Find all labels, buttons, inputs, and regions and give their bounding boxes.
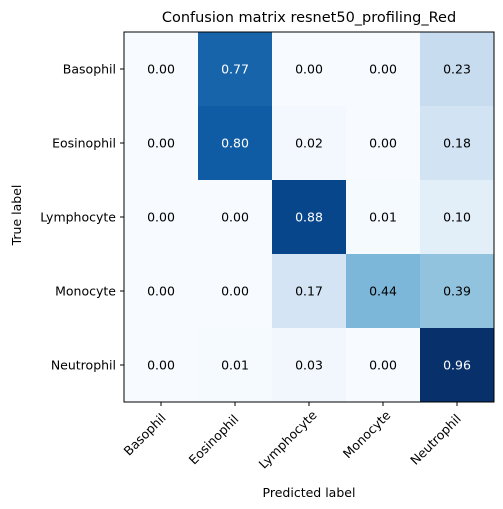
y-tick-label: Neutrophil (51, 358, 116, 373)
cell-value-label-3-4: 0.39 (443, 284, 471, 299)
cell-value-label-1-3: 0.00 (369, 136, 397, 151)
x-tick-label: Neutrophil (407, 411, 464, 468)
y-axis-ticks: Basophil Eosinophil Lymphocyte Monocyte Neut… (40, 62, 124, 373)
cell-value-label-2-0: 0.00 (147, 210, 175, 225)
cell-value-label-0-2: 0.00 (295, 62, 323, 77)
cell-value-label-4-2: 0.03 (295, 358, 323, 373)
x-tick-label: Lymphocyte (255, 407, 319, 471)
x-tick-label: Basophil (121, 410, 169, 458)
cell-value-label-4-3: 0.00 (369, 358, 397, 373)
cell-value-label-0-3: 0.00 (369, 62, 397, 77)
cell-value-label-3-0: 0.00 (147, 284, 175, 299)
y-tick-label: Eosinophil (52, 136, 116, 151)
cell-value-label-0-4: 0.23 (443, 62, 471, 77)
cell-value-label-0-0: 0.00 (147, 62, 175, 77)
cell-value-label-1-4: 0.18 (443, 136, 471, 151)
y-tick-label: Monocyte (55, 284, 116, 299)
y-tick-label: Basophil (63, 62, 116, 77)
cell-value-label-4-0: 0.00 (147, 358, 175, 373)
cell-value-label-3-2: 0.17 (295, 284, 323, 299)
cell-value-label-2-4: 0.10 (443, 210, 471, 225)
x-axis-ticks: Basophil Eosinophil Lymphocyte Monocyte Neut… (121, 402, 464, 472)
cell-value-label-1-1: 0.80 (221, 136, 249, 151)
x-tick-label: Monocyte (340, 407, 394, 461)
cell-value-label-3-3: 0.44 (369, 284, 397, 299)
cell-value-label-2-2: 0.88 (295, 210, 323, 225)
cell-value-label-3-1: 0.00 (221, 284, 249, 299)
cell-value-label-1-0: 0.00 (147, 136, 175, 151)
cell-value-label-1-2: 0.02 (295, 136, 323, 151)
cell-value-label-4-4: 0.96 (443, 358, 471, 373)
cell-value-label-4-1: 0.01 (221, 358, 249, 373)
chart-title: Confusion matrix resnet50_profiling_Red (162, 10, 456, 26)
cell-value-label-2-1: 0.00 (221, 210, 249, 225)
cell-value-label-0-1: 0.77 (221, 62, 249, 77)
cell-value-label-2-3: 0.01 (369, 210, 397, 225)
x-axis-label: Predicted label (263, 485, 356, 500)
y-tick-label: Lymphocyte (40, 210, 116, 225)
x-tick-label: Eosinophil (186, 412, 242, 468)
y-axis-label: True label (9, 185, 24, 247)
